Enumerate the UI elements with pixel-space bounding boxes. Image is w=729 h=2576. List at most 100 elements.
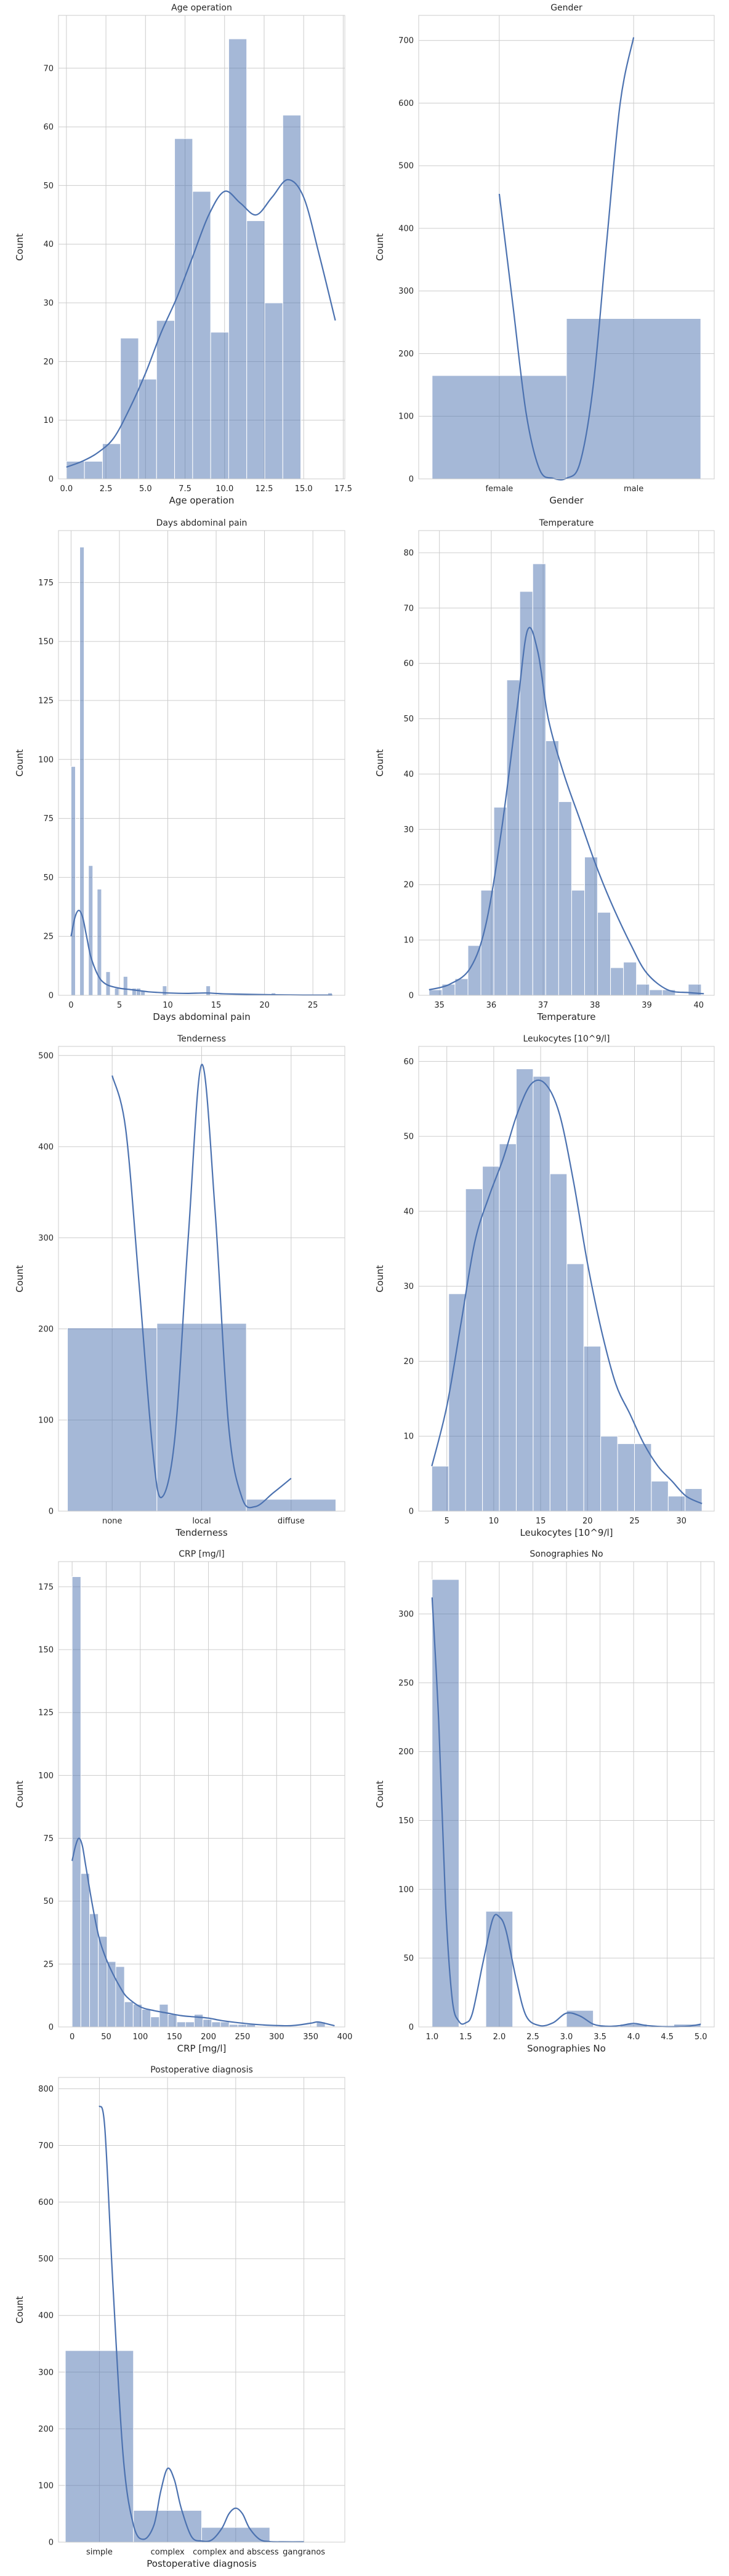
x-tick-label: 2.5 bbox=[526, 2032, 539, 2042]
kde-line bbox=[111, 1064, 292, 1509]
x-tick-label: 100 bbox=[132, 2032, 148, 2042]
kde-line bbox=[431, 1597, 701, 2028]
bar bbox=[532, 563, 546, 996]
bar bbox=[123, 976, 128, 996]
y-axis-label: Count bbox=[374, 233, 385, 261]
bar bbox=[429, 989, 443, 996]
x-tick-label: 10 bbox=[489, 1517, 499, 1526]
x-tick-label: 200 bbox=[201, 2032, 216, 2042]
y-tick-label: 400 bbox=[38, 1142, 54, 1152]
bar bbox=[150, 2016, 160, 2028]
y-tick-label: 500 bbox=[38, 2255, 54, 2264]
y-tick-label: 25 bbox=[43, 933, 54, 942]
y-tick-label: 0 bbox=[409, 2023, 414, 2032]
axes-frame bbox=[418, 1046, 715, 1512]
chart-title: Temperature bbox=[539, 518, 594, 528]
axes-frame bbox=[418, 530, 715, 996]
axes-frame bbox=[58, 2077, 345, 2543]
y-tick-label: 0 bbox=[49, 1507, 54, 1517]
bar bbox=[228, 2024, 238, 2028]
bar bbox=[545, 740, 559, 996]
bar bbox=[431, 1466, 449, 1512]
y-tick-label: 250 bbox=[398, 1679, 414, 1688]
x-tick-label: 12.5 bbox=[256, 484, 273, 494]
x-tick-label: 37 bbox=[538, 1001, 549, 1010]
x-tick-label: 3.0 bbox=[560, 2032, 573, 2042]
y-tick-label: 0 bbox=[49, 992, 54, 1001]
x-tick-label: 17.5 bbox=[334, 484, 352, 494]
y-tick-label: 150 bbox=[38, 1646, 54, 1655]
y-tick-label: 30 bbox=[403, 825, 414, 835]
bar bbox=[80, 1873, 90, 2028]
x-tick-label: 40 bbox=[693, 1001, 704, 1010]
x-tick-label: 20 bbox=[259, 1001, 270, 1010]
x-axis-label: Days abdominal pain bbox=[153, 1011, 250, 1022]
y-tick-label: 20 bbox=[403, 881, 414, 890]
axes-frame bbox=[58, 15, 345, 479]
x-tick-label: 0 bbox=[70, 2032, 75, 2042]
chart-title: Leukocytes [10^9/l] bbox=[523, 1034, 610, 1044]
bar bbox=[282, 114, 302, 479]
bar bbox=[102, 443, 121, 479]
bar bbox=[649, 989, 663, 996]
bar bbox=[162, 985, 167, 996]
y-tick-label: 150 bbox=[398, 1816, 414, 1826]
y-tick-label: 50 bbox=[403, 1954, 414, 1964]
bar bbox=[519, 591, 533, 996]
bar bbox=[264, 302, 283, 479]
chart-tenderness: 0 100 200 300 400 500 none local diffuse Tenderne… bbox=[14, 1034, 345, 1538]
y-tick-label: 0 bbox=[49, 2023, 54, 2032]
bar bbox=[167, 2014, 177, 2028]
chart-title: Days abdominal pain bbox=[156, 518, 248, 528]
bar bbox=[566, 1263, 584, 1512]
y-tick-label: 50 bbox=[43, 873, 54, 883]
y-tick-label: 60 bbox=[403, 659, 414, 668]
x-tick-label: 2.5 bbox=[100, 484, 113, 494]
x-tick-label: 25 bbox=[629, 1517, 640, 1526]
x-tick-label: 300 bbox=[269, 2032, 284, 2042]
x-axis-label: Postoperative diagnosis bbox=[147, 2558, 257, 2569]
x-tick-label: 3.5 bbox=[594, 2032, 606, 2042]
y-tick-label: 0 bbox=[49, 2538, 54, 2548]
y-tick-label: 0 bbox=[409, 992, 414, 1001]
bar bbox=[623, 961, 637, 996]
kde-line bbox=[498, 37, 635, 481]
x-tick-label: 50 bbox=[101, 2032, 111, 2042]
bar bbox=[480, 889, 494, 996]
y-tick-label: 50 bbox=[403, 1133, 414, 1142]
y-tick-label: 500 bbox=[38, 1051, 54, 1061]
bar bbox=[533, 1076, 550, 1512]
y-tick-label: 600 bbox=[38, 2198, 54, 2207]
x-tick-label: 36 bbox=[486, 1001, 497, 1010]
bar bbox=[571, 889, 585, 996]
bar bbox=[71, 1576, 81, 2028]
x-tick-label: gangranos bbox=[283, 2548, 325, 2557]
bar bbox=[600, 1435, 618, 1512]
y-axis-label: Count bbox=[374, 749, 385, 777]
bar bbox=[448, 1293, 466, 1512]
y-tick-label: 800 bbox=[38, 2085, 54, 2094]
kde-line bbox=[431, 1079, 703, 1504]
bar bbox=[203, 2019, 212, 2028]
y-tick-label: 30 bbox=[403, 1282, 414, 1291]
bar bbox=[228, 38, 248, 479]
x-tick-label: female bbox=[485, 484, 513, 494]
x-tick-label: 39 bbox=[642, 1001, 652, 1010]
bar bbox=[142, 2008, 151, 2028]
y-tick-label: 700 bbox=[398, 36, 414, 46]
x-tick-label: 4.0 bbox=[627, 2032, 640, 2042]
y-tick-label: 0 bbox=[49, 475, 54, 484]
x-axis-label: Gender bbox=[549, 495, 584, 506]
bar bbox=[70, 766, 76, 996]
bar bbox=[174, 138, 193, 479]
bar bbox=[515, 1069, 534, 1512]
bar bbox=[566, 318, 701, 479]
y-tick-label: 300 bbox=[38, 2368, 54, 2377]
chart-title: Gender bbox=[550, 3, 582, 13]
y-tick-label: 80 bbox=[403, 548, 414, 558]
axes-frame bbox=[418, 15, 715, 479]
y-tick-label: 50 bbox=[43, 1897, 54, 1906]
x-tick-label: 15.0 bbox=[295, 484, 313, 494]
